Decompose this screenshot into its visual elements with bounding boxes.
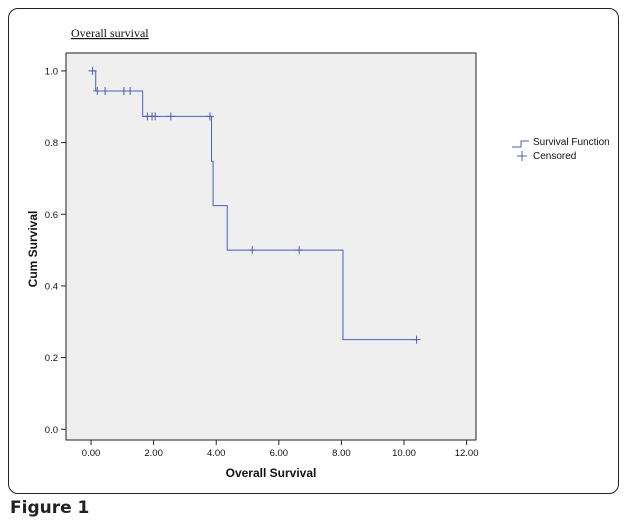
censored-marker [151,112,160,121]
x-tick-label: 2.00 [144,448,163,459]
x-tick-label: 10.00 [392,448,416,459]
censored-marker [101,86,110,95]
legend-item-censored: Censored [517,151,576,162]
x-tick-label: 0.00 [82,448,101,459]
censored-marker [412,335,421,344]
y-tick-label: 0.8 [45,138,58,149]
censored-marker [295,246,304,255]
figure-frame: Overall survival 0.0 0.2 0.4 0.6 0.8 1.0 0.00… [8,8,619,494]
y-axis-label: Cum Survival [26,211,40,288]
y-tick-label: 0.0 [45,425,58,436]
y-tick-label: 1.0 [45,66,58,77]
legend-item-survival-function: Survival Function [512,137,610,148]
legend-censored-icon [517,151,527,161]
y-tick-label: 0.4 [45,281,58,292]
x-tick-label: 4.00 [207,448,226,459]
y-tick-label: 0.6 [45,210,58,221]
plot-area [65,52,477,441]
censored-marker [93,86,102,95]
chart-title: Overall survival [71,26,149,40]
figure-caption: Figure 1 [10,498,90,518]
legend-survival-function-icon [512,140,529,148]
y-tick-label: 0.2 [45,353,58,364]
censored-marker [248,246,257,255]
y-axis: 0.0 0.2 0.4 0.6 0.8 1.0 [45,66,66,436]
legend-censored-label: Censored [533,151,576,162]
censored-marker [88,66,97,75]
x-tick-label: 12.00 [455,448,479,459]
series-layer [88,66,421,344]
x-axis: 0.00 2.00 4.00 6.00 8.00 10.00 12.00 [82,440,479,459]
legend-survival-function-label: Survival Function [533,137,610,148]
survival-chart: Overall survival 0.0 0.2 0.4 0.6 0.8 1.0 0.00… [26,26,610,480]
x-tick-label: 8.00 [332,448,351,459]
x-tick-label: 6.00 [270,448,289,459]
legend: Survival Function Censored [512,137,610,162]
censored-marker [126,86,135,95]
censored-marker [205,112,214,121]
x-axis-label: Overall Survival [226,466,317,480]
censored-marker [166,112,175,121]
